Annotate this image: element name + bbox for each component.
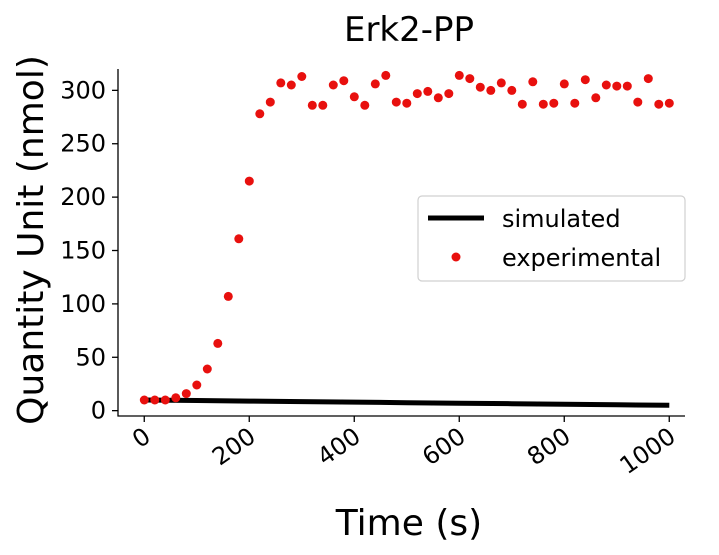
chart-title: Erk2-PP [344, 10, 474, 50]
data-point-experimental [559, 79, 569, 89]
data-point-experimental [234, 234, 244, 244]
data-point-experimental [171, 393, 181, 403]
y-axis-label: Quantity Unit (nmol) [11, 55, 52, 425]
x-axis-label: Time (s) [335, 503, 482, 544]
data-point-experimental [538, 99, 548, 109]
y-tick-label: 0 [91, 397, 106, 425]
data-point-experimental [570, 98, 580, 108]
data-point-experimental [475, 82, 485, 92]
data-point-experimental [202, 364, 212, 374]
data-point-experimental [528, 77, 538, 87]
x-axis: 0 200 400 600 800 1000 [117, 415, 685, 480]
data-point-experimental [633, 97, 643, 107]
data-point-experimental [664, 98, 674, 108]
data-point-experimental [454, 70, 464, 80]
data-point-experimental [601, 80, 611, 90]
data-point-experimental [286, 80, 296, 90]
data-point-experimental [223, 291, 233, 301]
data-point-experimental [402, 98, 412, 108]
data-point-experimental [580, 75, 590, 85]
data-point-experimental [486, 85, 496, 95]
data-point-experimental [496, 78, 506, 88]
data-point-experimental [612, 81, 622, 91]
data-point-experimental [507, 85, 517, 95]
x-tick-label: 1000 [615, 422, 681, 480]
y-tick-label: 250 [60, 130, 106, 158]
data-point-experimental [276, 78, 286, 88]
x-tick-label: 200 [207, 422, 261, 471]
legend-experimental-swatch [451, 252, 461, 262]
data-point-experimental [139, 395, 149, 405]
y-tick-label: 100 [60, 290, 106, 318]
data-point-experimental [349, 92, 359, 102]
data-point-experimental [517, 99, 527, 109]
data-point-experimental [192, 380, 202, 390]
data-point-experimental [412, 89, 422, 99]
y-axis: 0 50 100 150 200 250 300 [60, 69, 119, 425]
legend-simulated-label: simulated [502, 205, 621, 233]
data-point-experimental [213, 338, 223, 348]
y-tick-label: 150 [60, 237, 106, 265]
data-point-experimental [444, 89, 454, 99]
data-point-experimental [423, 86, 433, 96]
x-tick-label: 400 [312, 422, 366, 471]
x-tick-label: 0 [127, 422, 156, 454]
data-point-experimental [307, 100, 317, 110]
series-line-simulated [144, 397, 670, 408]
data-point-experimental [160, 395, 170, 405]
x-tick-label: 800 [522, 422, 576, 471]
data-point-experimental [643, 74, 653, 84]
data-point-experimental [622, 81, 632, 91]
legend-experimental-label: experimental [502, 244, 661, 272]
data-point-experimental [360, 100, 370, 110]
data-point-experimental [181, 389, 191, 399]
data-point-experimental [150, 395, 160, 405]
legend: simulated experimental [417, 195, 686, 282]
y-tick-label: 200 [60, 183, 106, 211]
x-tick-label: 600 [417, 422, 471, 471]
data-point-experimental [328, 80, 338, 90]
data-point-experimental [297, 72, 307, 81]
data-point-experimental [591, 93, 601, 103]
legend-frame [417, 195, 686, 282]
data-point-experimental [381, 70, 391, 80]
data-point-experimental [318, 100, 328, 110]
data-point-experimental [255, 109, 265, 119]
data-point-experimental [339, 76, 349, 86]
data-point-experimental [433, 93, 443, 103]
data-point-experimental [391, 97, 401, 107]
data-point-experimental [244, 176, 254, 186]
data-point-experimental [549, 98, 559, 108]
plot-area [139, 70, 674, 408]
y-tick-label: 50 [75, 343, 106, 371]
data-point-experimental [265, 97, 275, 107]
y-tick-label: 300 [60, 76, 106, 104]
data-point-experimental [654, 99, 664, 109]
data-point-experimental [465, 74, 475, 84]
data-point-experimental [370, 79, 380, 89]
